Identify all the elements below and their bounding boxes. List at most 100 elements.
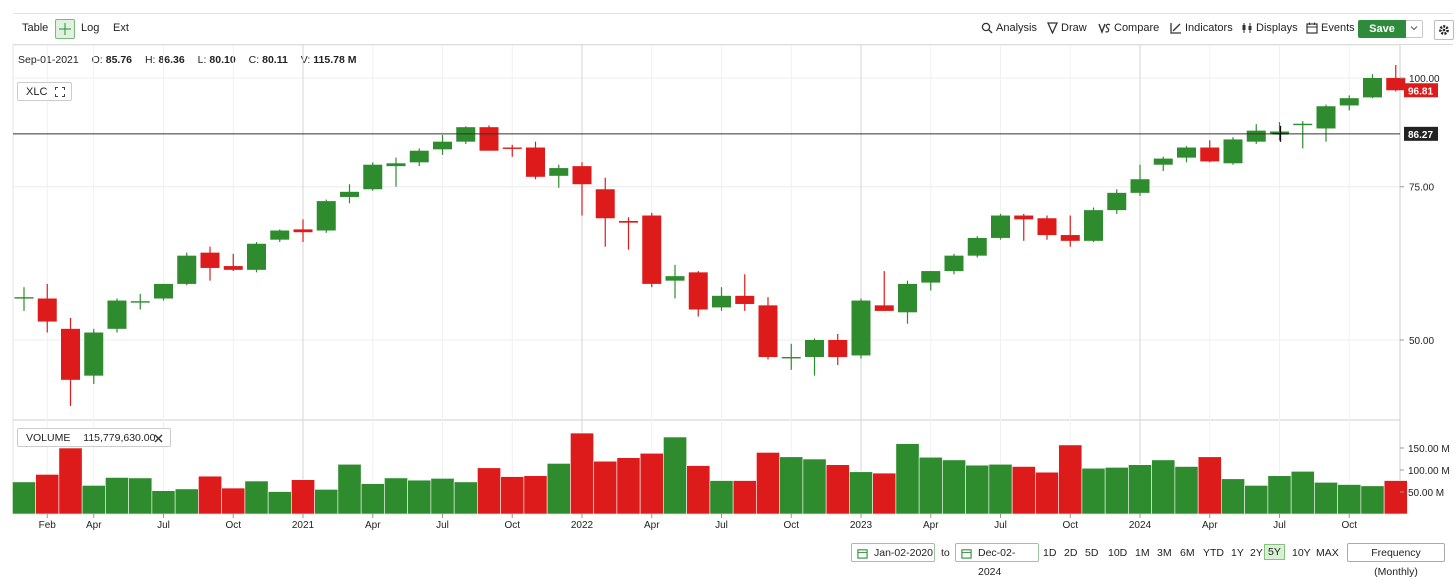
log-button[interactable]: Log xyxy=(81,22,100,34)
range-button-6m[interactable]: 6M xyxy=(1180,547,1195,559)
gear-icon xyxy=(1439,25,1449,35)
x-tick-label: Jul xyxy=(436,520,449,531)
candle-body xyxy=(991,215,1010,238)
volume-bar xyxy=(1058,444,1083,515)
symbol-legend[interactable]: XLC xyxy=(17,82,72,101)
x-tick-label: Apr xyxy=(644,520,660,531)
range-button-10d[interactable]: 10D xyxy=(1108,547,1128,559)
range-button-5d[interactable]: 5D xyxy=(1085,547,1099,559)
volume-bar xyxy=(849,471,873,515)
volume-bar xyxy=(593,460,618,515)
volume-bar xyxy=(384,477,408,515)
range-button-1m[interactable]: 1M xyxy=(1135,547,1150,559)
range-button-5y[interactable]: 5Y xyxy=(1264,544,1285,560)
volume-bar xyxy=(35,474,60,515)
range-button-ytd[interactable]: YTD xyxy=(1203,547,1224,559)
volume-bar xyxy=(1383,480,1408,515)
x-tick-label: Oct xyxy=(1341,520,1357,531)
events-button[interactable]: Events xyxy=(1306,22,1355,34)
volume-bar xyxy=(1360,485,1385,515)
displays-button[interactable]: Displays xyxy=(1241,22,1298,34)
x-tick-label: Oct xyxy=(504,520,520,531)
expand-icon[interactable] xyxy=(55,87,65,97)
settings-button[interactable] xyxy=(1434,20,1454,40)
ext-button[interactable]: Ext xyxy=(113,22,129,34)
range-button-10y[interactable]: 10Y xyxy=(1292,547,1311,559)
from-date: Jan-02-2020 xyxy=(874,547,933,559)
range-button-1d[interactable]: 1D xyxy=(1043,547,1057,559)
x-tick-label: Apr xyxy=(365,520,381,531)
volume-bar xyxy=(732,480,757,515)
frequency-select[interactable]: Frequency (Monthly) xyxy=(1347,543,1445,578)
volume-bar xyxy=(1314,482,1338,515)
candle-body xyxy=(874,305,894,311)
volume-bar xyxy=(477,467,501,515)
calendar-icon xyxy=(1306,22,1318,34)
volume-bar xyxy=(81,485,106,515)
x-tick-label: Oct xyxy=(225,520,241,531)
draw-button[interactable]: Draw xyxy=(1046,22,1087,35)
volume-bar xyxy=(872,472,897,515)
volume-bar xyxy=(12,481,36,515)
indicators-label: Indicators xyxy=(1185,22,1233,34)
volume-bar xyxy=(1267,475,1292,515)
candle-body xyxy=(84,332,104,376)
ohlc-high: H: 86.36 xyxy=(144,54,185,66)
analysis-button[interactable]: Analysis xyxy=(981,22,1037,34)
compare-button[interactable]: Compare xyxy=(1098,22,1159,34)
compare-icon xyxy=(1098,23,1111,34)
volume-bar xyxy=(570,432,594,515)
x-tick-label: Jul xyxy=(157,520,170,531)
ohlc-date: Sep-01-2021 xyxy=(18,54,79,66)
volume-bar xyxy=(221,487,246,515)
volume-bar xyxy=(1104,467,1129,515)
range-button-1y[interactable]: 1Y xyxy=(1231,547,1244,559)
volume-bar xyxy=(1244,485,1269,515)
volume-bar xyxy=(1011,466,1036,515)
candle-body xyxy=(619,221,638,223)
volume-bar xyxy=(1128,464,1152,515)
x-tick-label: Apr xyxy=(1202,520,1218,531)
volume-bar xyxy=(988,463,1013,515)
volume-bar xyxy=(546,463,571,515)
candle-body xyxy=(967,237,987,256)
save-dropdown[interactable] xyxy=(1406,20,1423,38)
from-date-field[interactable]: Jan-02-2020 xyxy=(851,543,935,562)
volume-bar xyxy=(895,443,920,515)
to-date-field[interactable]: Dec-02-2024 xyxy=(955,543,1039,578)
candle-body xyxy=(1177,147,1196,158)
candlestick-icon xyxy=(1242,23,1252,33)
analysis-icon xyxy=(981,22,993,34)
candle-body xyxy=(1316,106,1336,129)
volume-bar xyxy=(709,480,734,515)
candle-body xyxy=(1363,78,1382,98)
candle-body xyxy=(340,191,359,197)
range-button-2d[interactable]: 2D xyxy=(1064,547,1078,559)
candle-body xyxy=(805,340,824,358)
x-tick-label: 2023 xyxy=(850,520,873,531)
candle-body xyxy=(223,266,243,270)
crosshair-toggle[interactable] xyxy=(55,19,75,39)
indicators-button[interactable]: Indicators xyxy=(1170,22,1233,34)
volume-bar xyxy=(756,452,780,515)
ohlc-readout: Sep-01-2021 O: 85.76 H: 86.36 L: 80.10 C: 80… xyxy=(18,54,366,66)
candle-body xyxy=(921,271,941,283)
x-tick-label: Apr xyxy=(923,520,939,531)
volume-tick-label: 100.00 M xyxy=(1408,466,1450,477)
x-tick-label: Oct xyxy=(1062,520,1078,531)
range-button-max[interactable]: MAX xyxy=(1316,547,1339,559)
volume-bar xyxy=(663,436,687,515)
candle-body xyxy=(758,305,778,358)
price-volume-chart[interactable]: 100.00 75.00 50.00 150.00 M 100.00 M 50.00 M 9… xyxy=(0,0,1456,540)
candle-body xyxy=(502,147,522,149)
range-button-3m[interactable]: 3M xyxy=(1157,547,1172,559)
save-button[interactable]: Save xyxy=(1358,20,1406,38)
range-button-2y[interactable]: 2Y xyxy=(1250,547,1263,559)
volume-bar xyxy=(779,456,804,515)
volume-tick-label: 50.00 M xyxy=(1408,488,1444,499)
candle-body xyxy=(898,283,917,313)
close-icon[interactable] xyxy=(154,434,163,443)
volume-bar xyxy=(686,465,711,515)
x-tick-label: Oct xyxy=(783,520,799,531)
table-button[interactable]: Table xyxy=(22,22,49,34)
